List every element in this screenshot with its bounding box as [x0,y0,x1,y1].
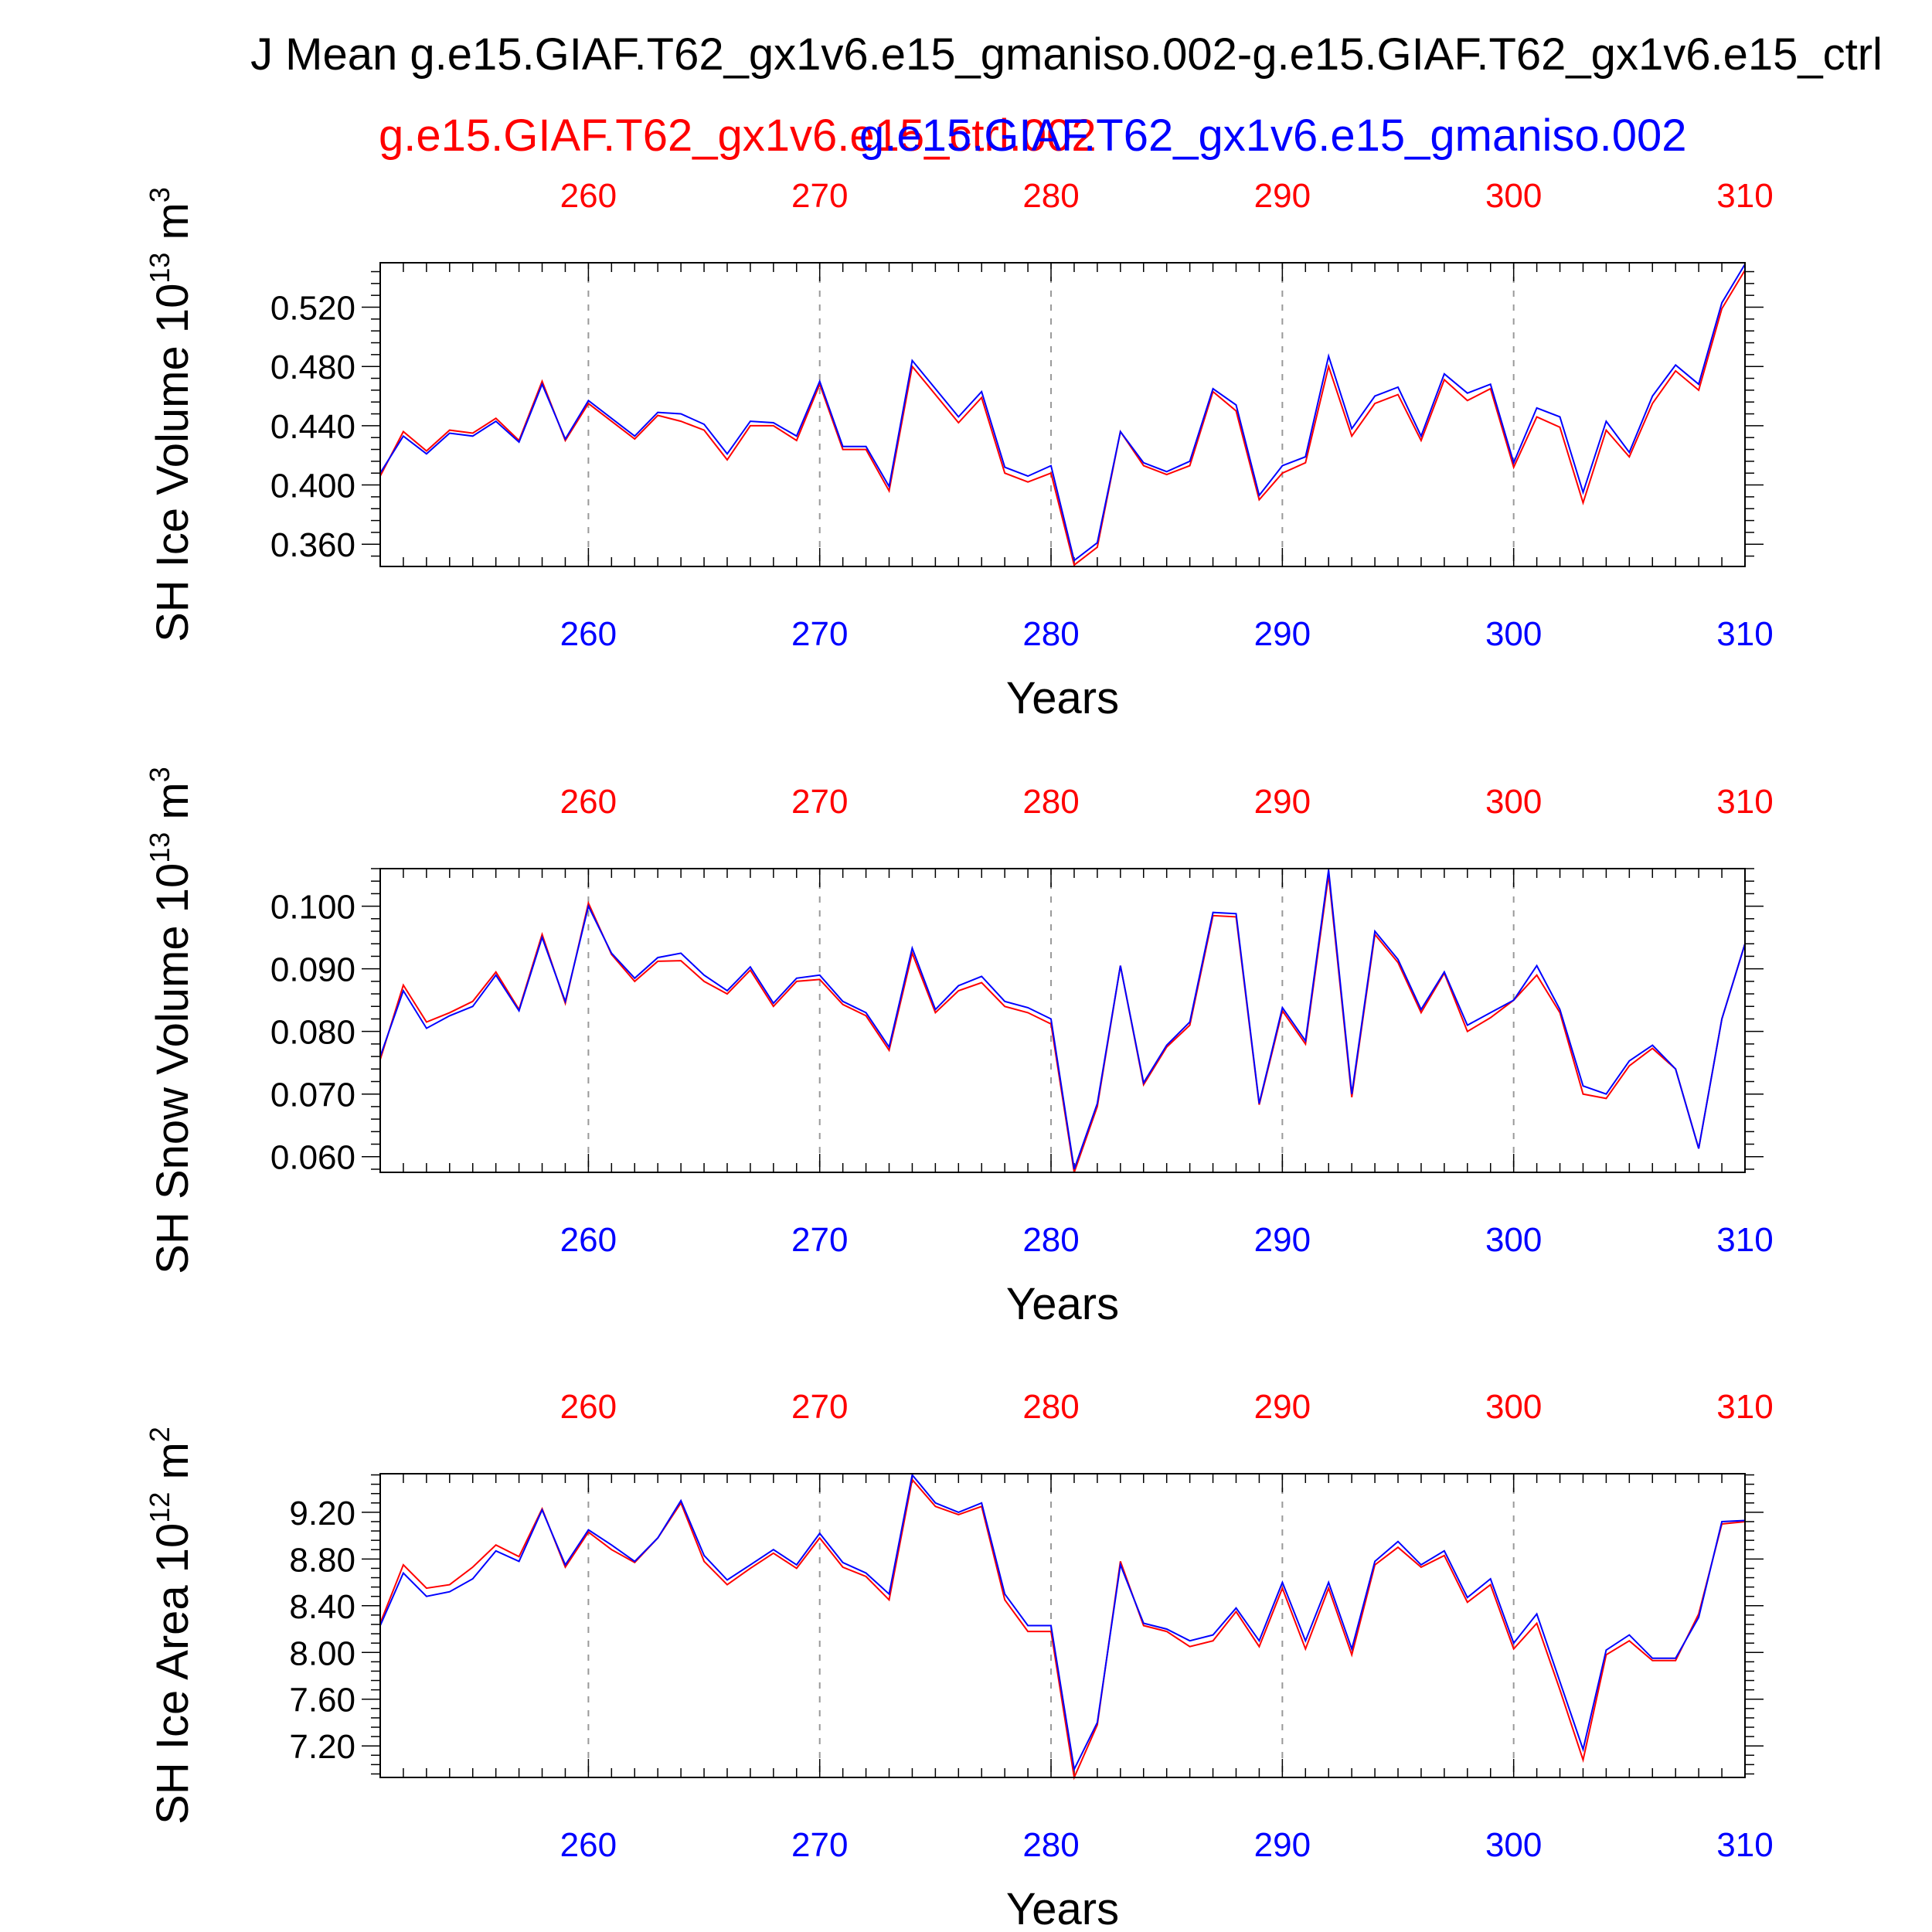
x-tick-label-top-1: 260 [560,177,617,215]
x-tick-label-top-6: 310 [1716,177,1773,215]
y-tick-label-5: 8.80 [289,1541,355,1579]
x-tick-label-bottom-2: 270 [791,1221,848,1259]
y-axis-title-unit-exponent: 3 [144,187,175,202]
x-tick-label-bottom-5: 300 [1485,1826,1542,1864]
y-tick-label-3: 0.440 [270,408,355,446]
x-tick-label-bottom-6: 310 [1716,1826,1773,1864]
y-axis-title-unit-exponent: 2 [144,1427,175,1442]
x-tick-label-bottom-3: 280 [1022,1221,1079,1259]
y-tick-label-1: 0.060 [270,1139,355,1177]
x-axis-title: Years [1006,673,1119,723]
x-tick-label-top-2: 270 [791,783,848,821]
x-tick-label-top-2: 270 [791,177,848,215]
panel-3: 7.20 7.60 8.00 8.40 8.80 9.20 260 260 270 270 280 2… [144,1388,1774,1932]
x-tick-label-top-4: 290 [1254,1388,1311,1426]
x-tick-label-top-5: 300 [1485,783,1542,821]
x-tick-label-bottom-3: 280 [1022,615,1079,653]
y-tick-label-3: 0.080 [270,1014,355,1052]
panel-2: 0.060 0.070 0.080 0.090 0.100 260 260 270 270 280… [144,767,1774,1329]
y-axis-title-exponent: 13 [144,832,175,863]
y-tick-label-1: 0.360 [270,526,355,564]
x-tick-label-top-1: 260 [560,1388,617,1426]
x-tick-label-top-5: 300 [1485,177,1542,215]
x-tick-label-bottom-4: 290 [1254,1221,1311,1259]
y-axis-title-unit: m [148,202,198,252]
y-tick-label-3: 8.00 [289,1634,355,1672]
y-tick-label-5: 0.100 [270,889,355,927]
plot-frame [379,1473,1746,1778]
y-axis-title-unit: m [148,1442,198,1492]
y-axis-title-main: SH Ice Volume 10 [148,284,198,642]
x-tick-label-top-5: 300 [1485,1388,1542,1426]
x-tick-label-bottom-1: 260 [560,1221,617,1259]
x-tick-label-bottom-4: 290 [1254,615,1311,653]
figure-title: J Mean g.e15.GIAF.T62_gx1v6.e15_gmaniso.… [250,29,1883,80]
y-tick-label-4: 8.40 [289,1588,355,1626]
series-line-red [379,270,1746,566]
y-axis-title-exponent: 13 [144,253,175,284]
series-line-blue [379,264,1746,563]
y-axis-title-main: SH Ice Area 10 [148,1523,198,1825]
x-axis-title: Years [1006,1279,1119,1329]
y-axis-title: SH Ice Volume 1013 m3 [144,187,198,642]
y-tick-label-6: 9.20 [289,1495,355,1532]
series-line-red [379,1478,1746,1781]
x-tick-label-top-4: 290 [1254,177,1311,215]
y-tick-label-4: 0.090 [270,951,355,989]
y-axis-title: SH Ice Area 1012 m2 [144,1427,198,1825]
x-tick-label-bottom-6: 310 [1716,615,1773,653]
x-tick-label-top-3: 280 [1022,783,1079,821]
x-axis-title: Years [1006,1884,1119,1932]
y-axis-title-unit-exponent: 3 [144,767,175,782]
x-tick-label-top-6: 310 [1716,783,1773,821]
x-tick-label-bottom-4: 290 [1254,1826,1311,1864]
x-tick-label-bottom-1: 260 [560,615,617,653]
x-tick-label-bottom-2: 270 [791,1826,848,1864]
x-tick-label-top-3: 280 [1022,177,1079,215]
panel-1: 0.360 0.400 0.440 0.480 0.520 260 260 270 270 280… [144,177,1774,723]
plot-frame [379,868,1746,1173]
series-line-blue [379,1473,1746,1772]
x-tick-label-top-6: 310 [1716,1388,1773,1426]
x-tick-label-top-1: 260 [560,783,617,821]
y-tick-label-5: 0.520 [270,290,355,328]
x-tick-label-bottom-2: 270 [791,615,848,653]
y-tick-label-2: 7.60 [289,1682,355,1719]
y-tick-label-4: 0.480 [270,349,355,386]
x-tick-label-bottom-5: 300 [1485,1221,1542,1259]
y-axis-title-main: SH Snow Volume 10 [148,863,198,1274]
y-tick-label-2: 0.070 [270,1077,355,1114]
y-axis-title-exponent: 12 [144,1492,175,1523]
legend-case-blue: g.e15.GIAF.T62_gx1v6.e15_gmaniso.002 [859,111,1687,161]
y-tick-label-2: 0.400 [270,468,355,505]
x-tick-label-bottom-3: 280 [1022,1826,1079,1864]
y-axis-title: SH Snow Volume 1013 m3 [144,767,198,1274]
x-tick-label-top-3: 280 [1022,1388,1079,1426]
x-tick-label-top-2: 270 [791,1388,848,1426]
x-tick-label-bottom-6: 310 [1716,1221,1773,1259]
y-axis-title-unit: m [148,782,198,832]
plot-frame [379,262,1746,567]
series-line-blue [379,869,1746,1170]
legend-case-red: g.e15.GIAF.T62_gx1v6.e15_ctrl.002 [379,111,1097,161]
y-tick-label-1: 7.20 [289,1728,355,1766]
x-tick-label-bottom-5: 300 [1485,615,1542,653]
x-tick-label-top-4: 290 [1254,783,1311,821]
x-tick-label-bottom-1: 260 [560,1826,617,1864]
